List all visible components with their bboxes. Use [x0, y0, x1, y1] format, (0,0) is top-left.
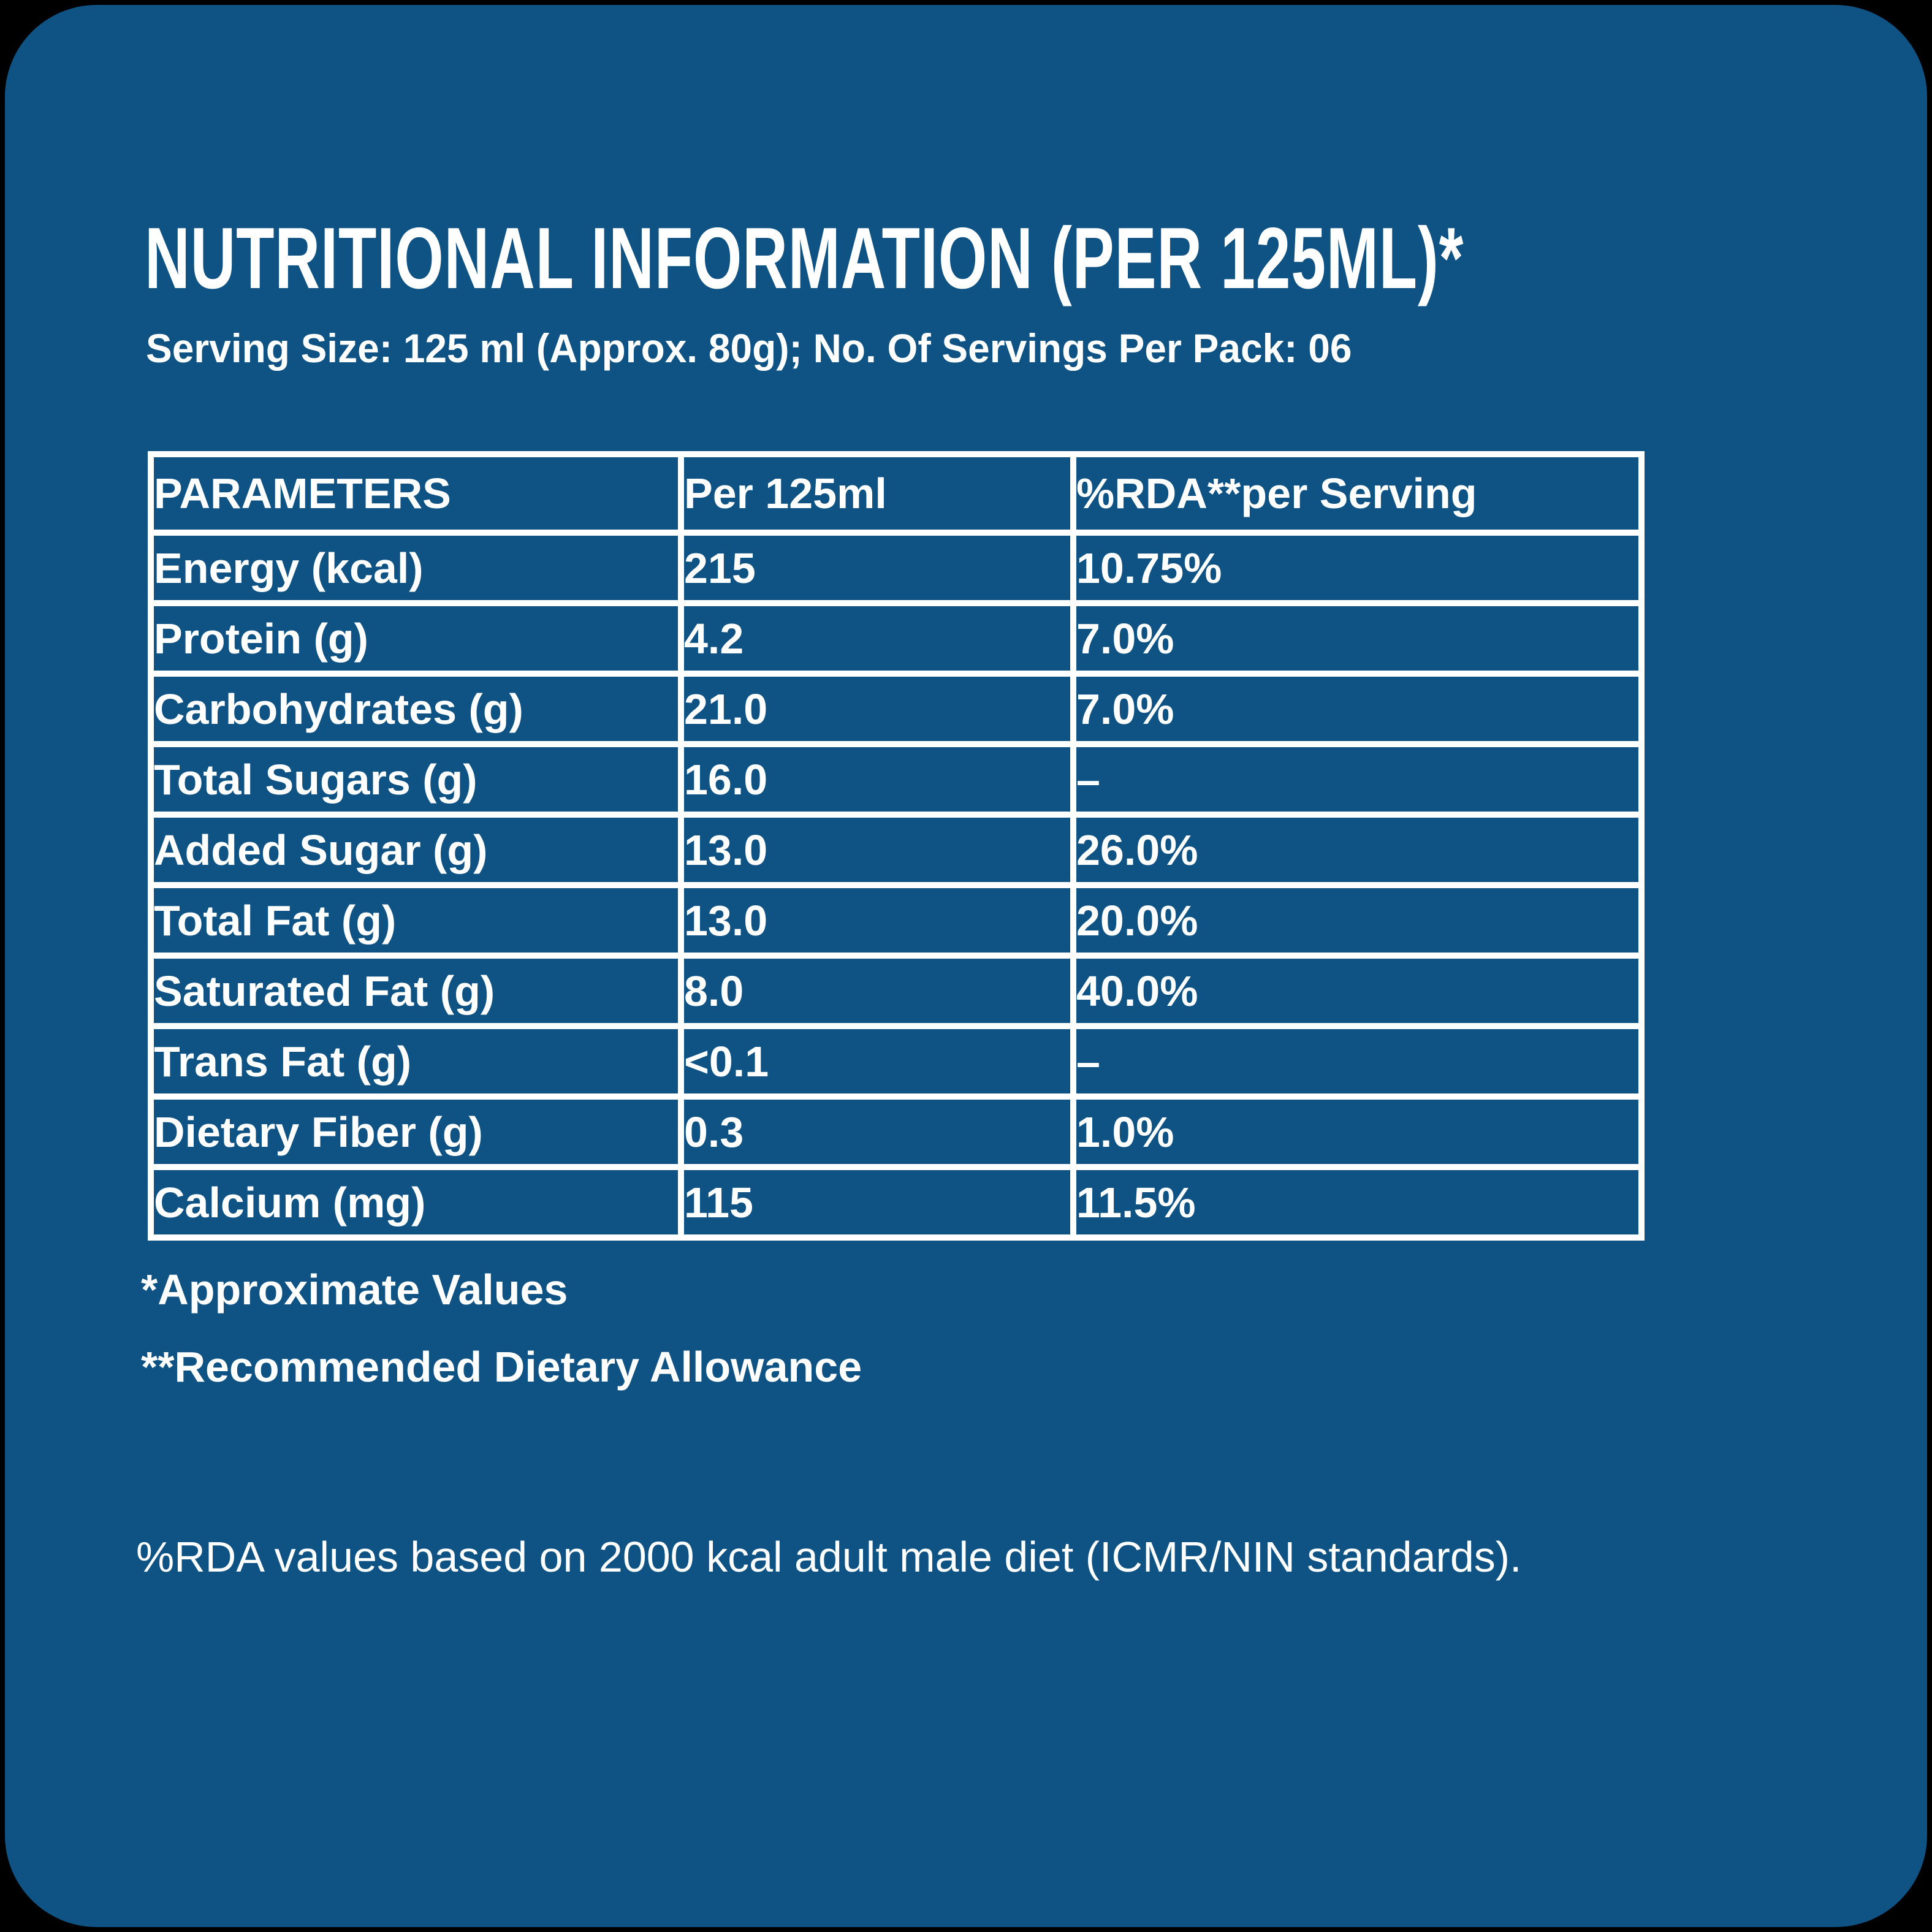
footnote-rda-definition: **Recommended Dietary Allowance	[141, 1343, 862, 1391]
table-row: Added Sugar (g) 13.0 26.0%	[154, 818, 1638, 882]
rda-basis-note: %RDA values based on 2000 kcal adult mal…	[136, 1533, 1522, 1581]
per-125ml-value: 13.0	[684, 888, 1070, 953]
per-125ml-value: 13.0	[684, 818, 1070, 882]
per-125ml-value: 215	[684, 536, 1070, 600]
serving-info: Serving Size: 125 ml (Approx. 80g); No. …	[146, 325, 1352, 371]
parameter-name: Protein (g)	[154, 606, 678, 671]
parameter-name: Calcium (mg)	[154, 1170, 678, 1234]
per-125ml-value: <0.1	[684, 1029, 1070, 1093]
table-header-row: PARAMETERS Per 125ml %RDA**per Serving	[154, 457, 1638, 530]
parameter-name: Trans Fat (g)	[154, 1029, 678, 1093]
nutrition-label-card: NUTRITIONAL INFORMATION (PER 125ML)* Ser…	[5, 5, 1927, 1927]
table-row: Total Sugars (g) 16.0 –	[154, 747, 1638, 812]
table-row: Total Fat (g) 13.0 20.0%	[154, 888, 1638, 953]
per-125ml-value: 4.2	[684, 606, 1070, 671]
rda-value: 11.5%	[1076, 1170, 1638, 1234]
table-row: Dietary Fiber (g) 0.3 1.0%	[154, 1100, 1638, 1164]
per-125ml-value: 8.0	[684, 959, 1070, 1023]
column-header-per-125ml: Per 125ml	[684, 457, 1070, 530]
table-row: Protein (g) 4.2 7.0%	[154, 606, 1638, 671]
table-row: Calcium (mg) 115 11.5%	[154, 1170, 1638, 1234]
table-row: Trans Fat (g) <0.1 –	[154, 1029, 1638, 1093]
parameter-name: Total Fat (g)	[154, 888, 678, 953]
rda-value: 26.0%	[1076, 818, 1638, 882]
table-row: Energy (kcal) 215 10.75%	[154, 536, 1638, 600]
column-header-parameters: PARAMETERS	[154, 457, 678, 530]
parameter-name: Total Sugars (g)	[154, 747, 678, 812]
rda-value: –	[1076, 1029, 1638, 1093]
table-row: Carbohydrates (g) 21.0 7.0%	[154, 677, 1638, 741]
per-125ml-value: 115	[684, 1170, 1070, 1234]
parameter-name: Dietary Fiber (g)	[154, 1100, 678, 1164]
footnote-approximate-values: *Approximate Values	[141, 1266, 568, 1314]
per-125ml-value: 21.0	[684, 677, 1070, 741]
table-row: Saturated Fat (g) 8.0 40.0%	[154, 959, 1638, 1023]
rda-value: 20.0%	[1076, 888, 1638, 953]
column-header-rda-per-serving: %RDA**per Serving	[1076, 457, 1638, 530]
page-title: NUTRITIONAL INFORMATION (PER 125ML)*	[145, 210, 1464, 307]
rda-value: 7.0%	[1076, 606, 1638, 671]
parameter-name: Added Sugar (g)	[154, 818, 678, 882]
rda-value: 1.0%	[1076, 1100, 1638, 1164]
parameter-name: Carbohydrates (g)	[154, 677, 678, 741]
rda-value: 10.75%	[1076, 536, 1638, 600]
per-125ml-value: 0.3	[684, 1100, 1070, 1164]
per-125ml-value: 16.0	[684, 747, 1070, 812]
parameter-name: Saturated Fat (g)	[154, 959, 678, 1023]
rda-value: 40.0%	[1076, 959, 1638, 1023]
parameter-name: Energy (kcal)	[154, 536, 678, 600]
nutrition-table: PARAMETERS Per 125ml %RDA**per Serving E…	[148, 451, 1645, 1241]
rda-value: –	[1076, 747, 1638, 812]
rda-value: 7.0%	[1076, 677, 1638, 741]
